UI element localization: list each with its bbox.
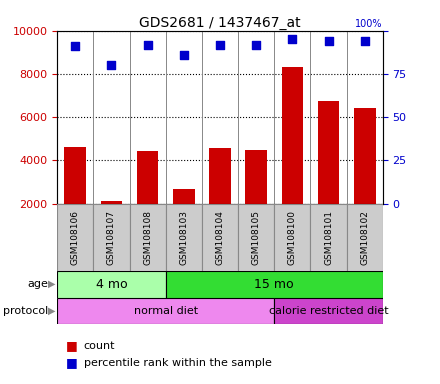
Text: 100%: 100% bbox=[356, 19, 383, 29]
Bar bbox=[282, 68, 303, 204]
Text: GSM108102: GSM108102 bbox=[360, 210, 369, 265]
Point bbox=[216, 41, 224, 48]
Bar bbox=[137, 151, 158, 204]
Bar bbox=[202, 204, 238, 271]
Text: percentile rank within the sample: percentile rank within the sample bbox=[84, 358, 271, 368]
Bar bbox=[318, 101, 339, 204]
Bar bbox=[238, 204, 274, 271]
Bar bbox=[57, 204, 93, 271]
Bar bbox=[274, 298, 383, 324]
Text: GSM108107: GSM108107 bbox=[107, 210, 116, 265]
Text: 4 mo: 4 mo bbox=[95, 278, 127, 291]
Bar bbox=[274, 204, 311, 271]
Text: protocol: protocol bbox=[3, 306, 48, 316]
Point bbox=[361, 38, 368, 44]
Bar bbox=[166, 271, 383, 298]
Text: 15 mo: 15 mo bbox=[254, 278, 294, 291]
Text: GSM108105: GSM108105 bbox=[252, 210, 260, 265]
Bar bbox=[209, 149, 231, 204]
Point bbox=[325, 38, 332, 44]
Text: ▶: ▶ bbox=[48, 279, 55, 289]
Text: count: count bbox=[84, 341, 115, 351]
Bar bbox=[354, 109, 376, 204]
Text: GSM108108: GSM108108 bbox=[143, 210, 152, 265]
Text: ■: ■ bbox=[66, 339, 78, 352]
Text: GSM108100: GSM108100 bbox=[288, 210, 297, 265]
Bar bbox=[57, 271, 166, 298]
Point bbox=[289, 36, 296, 42]
Bar bbox=[166, 204, 202, 271]
Text: GSM108101: GSM108101 bbox=[324, 210, 333, 265]
Text: age: age bbox=[28, 279, 48, 289]
Point bbox=[72, 43, 79, 49]
Bar bbox=[57, 298, 274, 324]
Text: calorie restricted diet: calorie restricted diet bbox=[269, 306, 389, 316]
Text: GSM108106: GSM108106 bbox=[71, 210, 80, 265]
Bar bbox=[64, 147, 86, 204]
Text: ■: ■ bbox=[66, 356, 78, 369]
Bar bbox=[246, 149, 267, 204]
Bar bbox=[173, 189, 194, 204]
Text: GSM108104: GSM108104 bbox=[216, 210, 224, 265]
Bar bbox=[93, 204, 129, 271]
Point bbox=[253, 41, 260, 48]
Point bbox=[180, 52, 187, 58]
Bar bbox=[311, 204, 347, 271]
Text: ▶: ▶ bbox=[48, 306, 55, 316]
Bar bbox=[129, 204, 166, 271]
Text: GSM108103: GSM108103 bbox=[180, 210, 188, 265]
Text: normal diet: normal diet bbox=[134, 306, 198, 316]
Point bbox=[108, 62, 115, 68]
Bar bbox=[347, 204, 383, 271]
Title: GDS2681 / 1437467_at: GDS2681 / 1437467_at bbox=[139, 16, 301, 30]
Point bbox=[144, 41, 151, 48]
Bar bbox=[101, 201, 122, 204]
